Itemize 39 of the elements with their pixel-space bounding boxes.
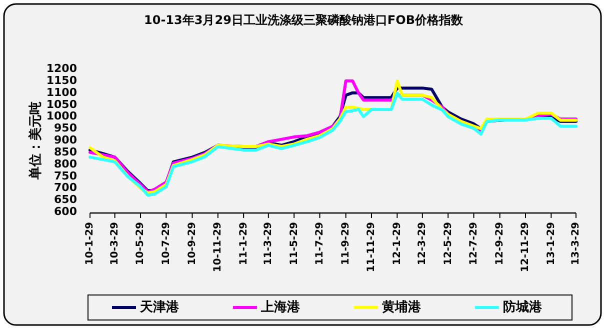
x-tick-label: 11-3-29 xyxy=(263,222,274,266)
x-tick-label: 12-1-29 xyxy=(392,222,403,266)
chart-title: 10-13年3月29日工业洗涤级三聚磷酸钠港口FOB价格指数 xyxy=(144,13,464,27)
y-tick-label: 800 xyxy=(54,157,78,170)
y-tick-label: 650 xyxy=(54,193,78,206)
y-tick-label: 850 xyxy=(54,145,78,158)
x-tick-label: 11-1-29 xyxy=(238,222,250,266)
x-tick-label: 12-11-29 xyxy=(520,222,532,272)
x-tick-label: 10-9-29 xyxy=(186,222,198,266)
y-axis-title: 单位：美元吨 xyxy=(28,102,44,180)
x-tick-label: 13-3-29 xyxy=(570,222,582,266)
y-tick-label: 750 xyxy=(54,169,78,182)
y-tick-label: 1150 xyxy=(46,74,78,87)
x-tick-label: 11-7-29 xyxy=(314,222,326,266)
x-tick-label: 11-5-29 xyxy=(288,222,300,266)
y-tick-label: 600 xyxy=(54,205,78,218)
y-tick-label: 1050 xyxy=(46,98,78,111)
x-tick-label: 13-1-29 xyxy=(546,222,557,266)
x-tick-label: 12-3-29 xyxy=(417,222,428,266)
legend-label: 上海港 xyxy=(260,300,301,316)
x-tick-label: 12-9-29 xyxy=(494,222,506,266)
y-tick-label: 900 xyxy=(54,134,78,147)
y-tick-label: 1200 xyxy=(46,62,78,76)
x-tick-label: 12-7-29 xyxy=(468,222,480,266)
x-tick-label: 10-11-29 xyxy=(212,222,224,272)
x-tick-label: 10-5-29 xyxy=(135,222,146,266)
legend-label: 防城港 xyxy=(503,299,543,316)
y-tick-label: 1100 xyxy=(46,86,78,99)
x-tick-label: 10-7-29 xyxy=(160,222,172,266)
x-tick-label: 10-3-29 xyxy=(110,222,121,266)
x-tick-label: 11-11-29 xyxy=(366,222,378,272)
y-tick-label: 950 xyxy=(54,122,78,135)
y-tick-label: 700 xyxy=(54,181,78,194)
y-tick-label: 1000 xyxy=(46,110,78,123)
x-tick-label: 11-9-29 xyxy=(340,222,352,266)
x-tick-label: 12-5-29 xyxy=(442,222,454,266)
legend-label: 天津港 xyxy=(139,300,180,316)
x-tick-label: 10-1-29 xyxy=(84,222,96,266)
legend-label: 黄埔港 xyxy=(381,299,422,316)
